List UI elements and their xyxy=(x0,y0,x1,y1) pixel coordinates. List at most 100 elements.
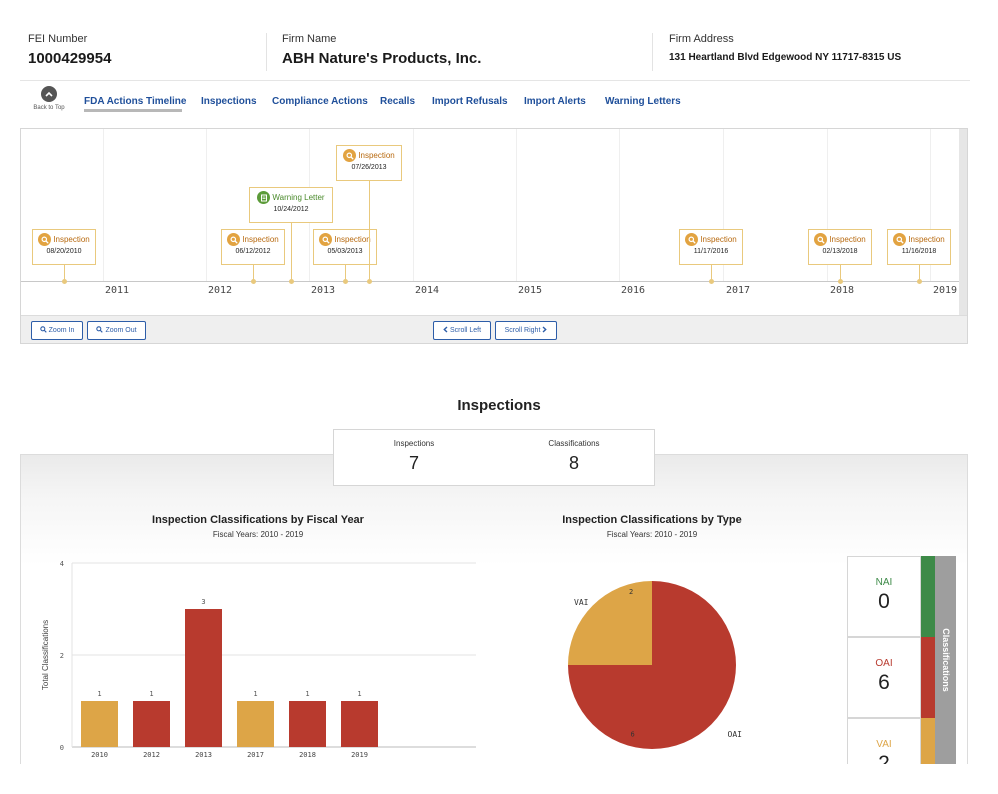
firm-address-block: Firm Address 131 Heartland Blvd Edgewood… xyxy=(669,33,901,63)
zoom-in-button[interactable]: Zoom In xyxy=(31,321,83,340)
stat-label: Classifications xyxy=(548,439,600,448)
event-marker[interactable] xyxy=(251,279,256,284)
event-marker[interactable] xyxy=(62,279,67,284)
event-marker[interactable] xyxy=(917,279,922,284)
timeline-scrollbar[interactable] xyxy=(959,129,967,315)
timeline-gridline xyxy=(413,129,414,281)
inspection-icon xyxy=(814,233,828,246)
nav-warning-letters[interactable]: Warning Letters xyxy=(605,96,681,107)
stat-inspections: Inspections 7 xyxy=(364,439,464,474)
y-axis-label: Total Classifications xyxy=(41,620,50,690)
bar-data-label: 3 xyxy=(201,598,205,606)
header-divider xyxy=(652,33,653,71)
header-separator xyxy=(20,80,970,81)
firm-name-block: Firm Name ABH Nature's Products, Inc. xyxy=(282,33,481,67)
timeline-year-label: 2011 xyxy=(105,285,130,296)
scroll-left-button[interactable]: Scroll Left xyxy=(433,321,491,340)
timeline-gridline xyxy=(930,129,931,281)
nav-import-alerts[interactable]: Import Alerts xyxy=(524,96,586,107)
chevron-left-icon xyxy=(443,326,448,335)
event-date: 08/20/2010 xyxy=(46,248,82,255)
scroll-right-label: Scroll Right xyxy=(504,327,541,334)
event-type: Inspection xyxy=(53,235,90,244)
y-tick-label: 4 xyxy=(60,560,64,568)
zoom-in-label: Zoom In xyxy=(48,327,75,334)
fda-actions-timeline[interactable]: 2011 2012 2013 2014 2015 2016 2017 2018 … xyxy=(20,128,968,344)
inspections-section-title: Inspections xyxy=(457,397,541,414)
x-tick-label: 2017 xyxy=(247,751,264,759)
event-marker[interactable] xyxy=(343,279,348,284)
event-stem xyxy=(840,265,841,281)
timeline-event-inspection[interactable]: Inspection 02/13/2018 xyxy=(808,229,872,265)
y-tick-label: 2 xyxy=(60,652,64,660)
inspection-icon xyxy=(685,233,699,246)
timeline-year-label: 2016 xyxy=(621,285,646,296)
classifications-side-tab-label-wrap: Classifications xyxy=(935,556,956,764)
event-marker[interactable] xyxy=(367,279,372,284)
timeline-event-inspection[interactable]: Inspection 08/20/2010 xyxy=(32,229,96,265)
timeline-axis xyxy=(21,281,959,282)
nav-import-refusals[interactable]: Import Refusals xyxy=(432,96,508,107)
pie-category-label: VAI xyxy=(574,598,589,607)
nav-fda-actions-timeline[interactable]: FDA Actions Timeline xyxy=(84,96,187,107)
firm-address-label: Firm Address xyxy=(669,33,734,45)
pie-value-label: 6 xyxy=(631,730,635,738)
inspection-icon xyxy=(319,233,333,246)
bar-chart-title: Inspection Classifications by Fiscal Yea… xyxy=(152,514,364,526)
event-date: 05/03/2013 xyxy=(327,248,363,255)
event-stem xyxy=(345,265,346,281)
timeline-year-label: 2014 xyxy=(415,285,440,296)
event-marker[interactable] xyxy=(838,279,843,284)
inspection-icon xyxy=(893,233,907,246)
classifications-side-tab[interactable] xyxy=(935,556,956,764)
stat-value: 7 xyxy=(408,453,419,473)
event-date: 07/26/2013 xyxy=(351,164,387,171)
active-tab-indicator xyxy=(84,109,182,112)
nav-recalls[interactable]: Recalls xyxy=(380,96,416,107)
timeline-event-warning-letter[interactable]: Warning Letter 10/24/2012 xyxy=(249,187,333,223)
zoom-out-button[interactable]: Zoom Out xyxy=(87,321,146,340)
timeline-event-inspection[interactable]: Inspection 11/16/2018 xyxy=(887,229,951,265)
pie-chart: 6 OAI 2 VAI xyxy=(568,581,742,749)
event-marker[interactable] xyxy=(289,279,294,284)
fei-number-value: 1000429954 xyxy=(28,50,112,67)
y-tick-label: 0 xyxy=(60,744,64,752)
fei-number-label: FEI Number xyxy=(28,33,88,45)
timeline-event-inspection[interactable]: Inspection 11/17/2016 xyxy=(679,229,743,265)
classification-vai[interactable]: VAI 2 xyxy=(847,718,921,764)
inspections-panel xyxy=(20,454,968,764)
classification-oai[interactable]: OAI 6 xyxy=(847,637,921,718)
chevron-right-icon xyxy=(542,326,548,335)
event-marker[interactable] xyxy=(709,279,714,284)
bar-2013 xyxy=(185,609,222,747)
bar-2019 xyxy=(341,701,378,747)
nav-inspections[interactable]: Inspections xyxy=(201,96,257,107)
bar-2018 xyxy=(289,701,326,747)
fei-number-block: FEI Number 1000429954 xyxy=(28,33,111,67)
timeline-year-label: 2017 xyxy=(726,285,751,296)
firm-name-value: ABH Nature's Products, Inc. xyxy=(282,50,482,67)
scroll-right-button[interactable]: Scroll Right xyxy=(495,321,557,340)
event-stem xyxy=(919,265,920,281)
back-to-top-button[interactable]: Back to Top xyxy=(28,86,70,111)
x-tick-label: 2013 xyxy=(195,751,212,759)
stat-value: 8 xyxy=(568,453,579,473)
timeline-event-inspection[interactable]: Inspection 05/03/2013 xyxy=(313,229,377,265)
classification-nai[interactable]: NAI 0 xyxy=(847,556,921,637)
classification-name: OAI xyxy=(875,658,893,669)
timeline-gridline xyxy=(619,129,620,281)
scroll-left-label: Scroll Left xyxy=(449,327,482,334)
timeline-event-inspection[interactable]: Inspection 07/26/2013 xyxy=(336,145,402,181)
event-type: Inspection xyxy=(358,151,395,160)
zoom-in-icon xyxy=(39,326,47,335)
inspection-stats: Inspections 7 Classifications 8 xyxy=(333,429,655,486)
timeline-controls: Zoom In Zoom Out Scroll Left Scroll Righ… xyxy=(21,315,967,343)
event-type: Inspection xyxy=(700,235,737,244)
nav-compliance-actions[interactable]: Compliance Actions xyxy=(272,96,368,107)
event-type: Warning Letter xyxy=(272,193,325,202)
timeline-event-inspection[interactable]: Inspection 06/12/2012 xyxy=(221,229,285,265)
stat-classifications: Classifications 8 xyxy=(524,439,624,474)
vai-color-bar xyxy=(921,718,935,764)
event-date: 11/17/2016 xyxy=(693,248,729,255)
